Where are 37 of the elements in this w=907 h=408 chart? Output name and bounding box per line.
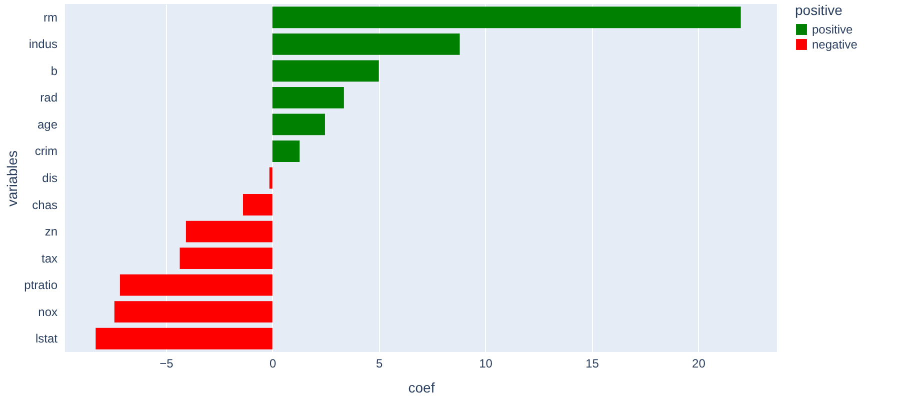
y-tick-label: chas <box>32 198 58 212</box>
x-axis-title: coef <box>408 380 435 396</box>
bar <box>272 60 379 82</box>
x-tick-label: −5 <box>160 356 174 370</box>
legend-label: negative <box>812 38 858 52</box>
legend-title: positive <box>795 2 843 18</box>
y-tick-label: dis <box>42 171 58 185</box>
y-tick-label: age <box>37 117 58 132</box>
bar <box>272 86 344 108</box>
bar <box>186 220 272 242</box>
y-tick-label: rm <box>44 10 58 24</box>
bar <box>180 248 272 270</box>
y-axis-title: variables <box>4 150 20 207</box>
x-tick-label: 0 <box>270 356 277 370</box>
y-tick-label: crim <box>34 144 58 158</box>
x-tick-label: 20 <box>692 356 706 370</box>
x-tick-label: 15 <box>586 356 600 370</box>
bar <box>272 114 325 136</box>
y-tick-label: indus <box>28 37 58 52</box>
bar <box>272 140 300 162</box>
legend-label: positive <box>812 22 854 36</box>
y-tick-label: rad <box>40 90 58 105</box>
x-tick-label: 10 <box>479 356 493 370</box>
bar <box>96 328 272 350</box>
bar <box>272 6 741 28</box>
y-tick-label: tax <box>41 251 58 266</box>
bar <box>120 274 272 296</box>
y-tick-label: zn <box>44 224 58 239</box>
bar <box>243 194 272 216</box>
y-tick-label: lstat <box>35 332 58 346</box>
bar <box>269 167 272 189</box>
x-tick-label: 5 <box>376 356 383 370</box>
y-tick-label: nox <box>38 304 58 319</box>
y-tick-label: ptratio <box>24 278 58 292</box>
bar <box>272 33 460 55</box>
bar <box>114 301 272 323</box>
y-tick-label: b <box>50 64 58 78</box>
